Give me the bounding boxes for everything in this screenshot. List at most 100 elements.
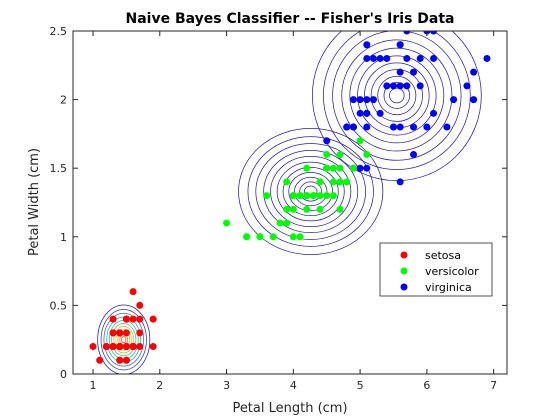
x-tick-label-5: 6	[423, 379, 430, 392]
point-virginica-7	[443, 123, 451, 131]
point-versicolor-47	[309, 192, 317, 200]
point-setosa-20	[136, 343, 144, 351]
point-virginica-13	[356, 96, 364, 104]
point-setosa-18	[136, 329, 144, 337]
point-virginica-9	[430, 31, 438, 35]
point-setosa-37	[116, 356, 124, 364]
y-tick-label-4: 2	[60, 94, 67, 107]
contour-setosa-1	[100, 309, 147, 371]
legend: setosa versicolor virginica	[379, 242, 493, 297]
legend-marker-versicolor	[400, 267, 408, 275]
point-versicolor-22	[349, 164, 357, 172]
point-versicolor-30	[276, 219, 284, 227]
contour-versicolor-5	[276, 161, 345, 222]
point-versicolor-37	[316, 192, 324, 200]
y-tick-label-5: 2.5	[50, 25, 68, 38]
legend-label-virginica: virginica	[425, 281, 472, 294]
contour-virginica-3	[341, 39, 453, 152]
legend-marker-virginica	[400, 283, 408, 291]
legend-box	[379, 242, 493, 297]
point-virginica-12	[389, 82, 397, 90]
point-versicolor-8	[329, 192, 337, 200]
point-virginica-17	[470, 68, 478, 76]
contour-setosa-6	[113, 326, 135, 354]
x-tick-label-2: 3	[223, 379, 230, 392]
point-setosa-31	[122, 315, 130, 323]
point-versicolor-31	[269, 233, 277, 241]
point-setosa-46	[129, 343, 137, 351]
contour-setosa-7	[115, 328, 133, 351]
point-setosa-41	[109, 329, 117, 337]
point-versicolor-33	[363, 150, 371, 158]
y-tick-label-1: 0.5	[50, 299, 68, 312]
point-virginica-11	[376, 109, 384, 117]
legend-label-versicolor: versicolor	[425, 265, 479, 278]
point-virginica-41	[363, 54, 371, 62]
point-virginica-42	[363, 109, 371, 117]
contour-virginica-5	[357, 55, 437, 136]
point-virginica-8	[410, 123, 418, 131]
point-versicolor-45	[303, 205, 311, 213]
point-virginica-3	[396, 123, 404, 131]
point-versicolor-34	[323, 164, 331, 172]
point-versicolor-6	[336, 150, 344, 158]
contour-versicolor-3	[263, 149, 359, 234]
point-setosa-42	[109, 343, 117, 351]
density-contours	[97, 31, 482, 374]
contour-versicolor-2	[255, 143, 366, 240]
point-virginica-33	[363, 164, 371, 172]
point-virginica-15	[376, 54, 384, 62]
point-versicolor-5	[323, 192, 331, 200]
point-versicolor-41	[329, 178, 337, 186]
legend-entry-setosa: setosa	[400, 249, 461, 262]
point-virginica-27	[349, 123, 357, 131]
y-tick-label-3: 1.5	[50, 162, 68, 175]
point-virginica-48	[383, 54, 391, 62]
axis-ticks: 1 2 3 4 5 6 7 0 0.5 1 1.5 2 2.5	[50, 25, 507, 392]
y-tick-label-0: 0	[60, 368, 67, 381]
point-versicolor-26	[343, 178, 351, 186]
point-versicolor-35	[323, 150, 331, 158]
contour-setosa-10	[121, 336, 127, 344]
point-setosa-35	[102, 343, 110, 351]
point-setosa-22	[89, 343, 97, 351]
plot-frame	[72, 30, 508, 375]
chart-title: Naive Bayes Classifier -- Fisher's Iris …	[126, 11, 455, 27]
point-virginica-49	[363, 123, 371, 131]
contour-setosa-0	[97, 304, 151, 374]
point-virginica-22	[470, 96, 478, 104]
contour-virginica-2	[332, 31, 462, 161]
point-virginica-35	[430, 54, 438, 62]
point-versicolor-14	[263, 192, 271, 200]
point-versicolor-29	[256, 233, 264, 241]
y-tick-label-2: 1	[60, 231, 67, 244]
point-virginica-6	[323, 137, 331, 145]
contour-virginica-7	[370, 69, 423, 122]
contour-versicolor-0	[238, 128, 384, 256]
point-virginica-45	[369, 54, 377, 62]
point-virginica-28	[396, 82, 404, 90]
point-virginica-25	[423, 123, 431, 131]
point-setosa-19	[122, 329, 130, 337]
contour-versicolor-9	[299, 181, 323, 202]
data-points	[89, 31, 491, 364]
point-versicolor-32	[283, 205, 291, 213]
x-tick-label-4: 5	[357, 379, 364, 392]
point-setosa-44	[149, 315, 157, 323]
point-setosa-43	[129, 288, 137, 296]
point-virginica-43	[416, 54, 424, 62]
contour-versicolor-4	[270, 156, 352, 228]
point-versicolor-9	[283, 178, 291, 186]
x-tick-label-0: 1	[90, 379, 97, 392]
point-virginica-10	[363, 96, 371, 104]
x-tick-label-6: 7	[490, 379, 497, 392]
point-setosa-24	[149, 343, 157, 351]
point-versicolor-43	[243, 233, 251, 241]
point-setosa-13	[96, 356, 104, 364]
point-virginica-19	[356, 164, 364, 172]
point-virginica-21	[349, 96, 357, 104]
contour-setosa-5	[111, 323, 137, 357]
point-virginica-4	[410, 68, 418, 76]
legend-entry-virginica: virginica	[400, 281, 472, 294]
point-virginica-20	[403, 54, 411, 62]
